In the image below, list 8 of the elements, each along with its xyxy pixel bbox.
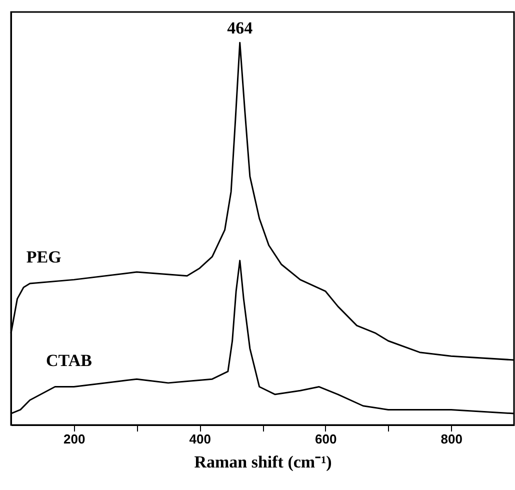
x-tick-label: 200 bbox=[64, 432, 86, 446]
x-tick-label: 800 bbox=[440, 432, 462, 446]
x-axis-title: Raman shift (cm⁻¹) bbox=[194, 452, 332, 472]
x-tick-label: 600 bbox=[315, 432, 337, 446]
series-label: CTAB bbox=[46, 350, 92, 370]
series-label: PEG bbox=[26, 248, 62, 267]
x-tick-label: 400 bbox=[189, 432, 211, 446]
annotation: 464 bbox=[227, 18, 254, 38]
